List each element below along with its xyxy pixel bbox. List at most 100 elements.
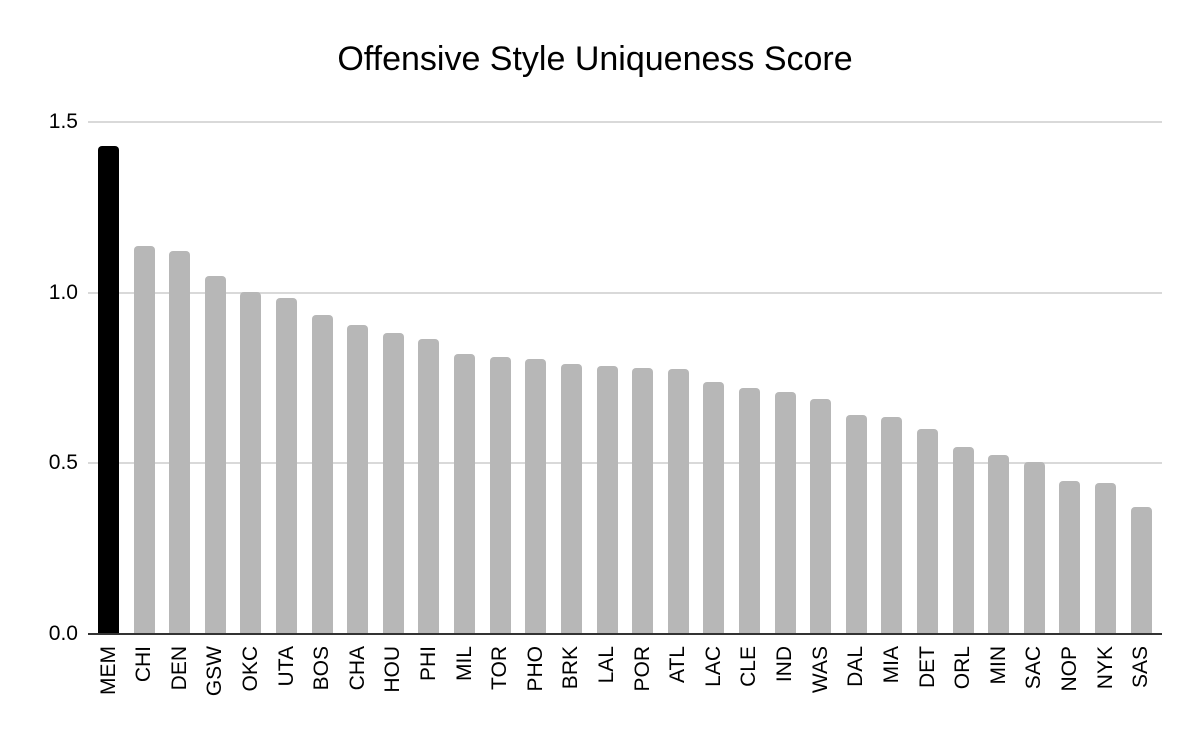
x-tick-slot-ind: IND bbox=[773, 646, 797, 683]
x-tick-slot-chi: CHI bbox=[132, 646, 156, 683]
x-tick-label-nop: NOP bbox=[1057, 646, 1081, 692]
x-tick-label-cha: CHA bbox=[345, 646, 369, 691]
bar-okc bbox=[240, 291, 262, 634]
x-tick-slot-pho: PHO bbox=[523, 646, 547, 692]
y-axis-labels: 0.0 0.5 1.0 1.5 bbox=[0, 110, 78, 645]
x-tick-slot-mil: MIL bbox=[452, 646, 476, 682]
x-tick-slot-atl: ATL bbox=[666, 646, 690, 683]
x-tick-slot-lac: LAC bbox=[701, 646, 725, 687]
x-tick-label-mem: MEM bbox=[96, 646, 120, 695]
x-tick-label-pho: PHO bbox=[523, 646, 547, 692]
x-tick-label-orl: ORL bbox=[951, 646, 975, 690]
x-tick-label-bos: BOS bbox=[310, 646, 334, 691]
x-tick-slot-cha: CHA bbox=[345, 646, 369, 691]
x-tick-slot-mia: MIA bbox=[879, 646, 903, 684]
x-tick-label-ind: IND bbox=[773, 646, 797, 683]
bar-mil bbox=[454, 354, 476, 634]
bar-min bbox=[988, 455, 1010, 634]
bar-phi bbox=[418, 338, 440, 634]
bar-was bbox=[810, 399, 832, 634]
bar-nyk bbox=[1095, 482, 1117, 634]
bar-mia bbox=[881, 416, 903, 634]
x-tick-label-was: WAS bbox=[808, 646, 832, 694]
x-tick-slot-lal: LAL bbox=[595, 646, 619, 684]
x-tick-label-tor: TOR bbox=[488, 646, 512, 690]
plot-area bbox=[88, 121, 1162, 635]
x-tick-label-chi: CHI bbox=[132, 646, 156, 683]
x-tick-label-sac: SAC bbox=[1022, 646, 1046, 690]
bar-det bbox=[917, 428, 939, 634]
x-tick-label-gsw: GSW bbox=[203, 646, 227, 697]
x-tick-label-sas: SAS bbox=[1129, 646, 1153, 689]
x-tick-label-phi: PHI bbox=[416, 646, 440, 682]
x-tick-slot-sac: SAC bbox=[1022, 646, 1046, 690]
gridline-1.0 bbox=[88, 291, 1162, 294]
x-tick-slot-hou: HOU bbox=[381, 646, 405, 693]
x-tick-slot-brk: BRK bbox=[559, 646, 583, 690]
bar-por bbox=[632, 368, 654, 634]
bar-atl bbox=[667, 369, 689, 634]
gridline-1.5 bbox=[88, 121, 1162, 123]
bar-lal bbox=[596, 366, 618, 634]
x-tick-label-uta: UTA bbox=[274, 646, 298, 687]
x-tick-label-min: MIN bbox=[986, 646, 1010, 685]
x-tick-slot-det: DET bbox=[915, 646, 939, 688]
x-tick-label-lac: LAC bbox=[701, 646, 725, 687]
bar-orl bbox=[952, 446, 974, 634]
x-tick-label-cle: CLE bbox=[737, 646, 761, 687]
bar-ind bbox=[774, 392, 796, 634]
x-tick-slot-orl: ORL bbox=[951, 646, 975, 690]
x-tick-label-dal: DAL bbox=[844, 646, 868, 687]
x-tick-slot-cle: CLE bbox=[737, 646, 761, 687]
bar-cle bbox=[738, 387, 760, 634]
x-tick-label-okc: OKC bbox=[238, 646, 262, 692]
bar-lac bbox=[703, 382, 725, 634]
bar-brk bbox=[560, 364, 582, 634]
x-tick-label-den: DEN bbox=[167, 646, 191, 691]
bar-pho bbox=[525, 359, 547, 634]
x-tick-label-det: DET bbox=[915, 646, 939, 688]
bar-gsw bbox=[204, 275, 226, 634]
x-tick-slot-mem: MEM bbox=[96, 646, 120, 695]
x-tick-slot-por: POR bbox=[630, 646, 654, 692]
x-tick-slot-dal: DAL bbox=[844, 646, 868, 687]
x-tick-slot-was: WAS bbox=[808, 646, 832, 694]
x-tick-slot-den: DEN bbox=[167, 646, 191, 691]
bar-nop bbox=[1059, 481, 1081, 634]
x-tick-slot-tor: TOR bbox=[488, 646, 512, 690]
bar-sac bbox=[1023, 462, 1045, 634]
bar-cha bbox=[347, 324, 369, 634]
y-tick-label-0.5: 0.5 bbox=[48, 451, 78, 475]
bar-den bbox=[169, 251, 191, 634]
x-tick-label-por: POR bbox=[630, 646, 654, 692]
x-tick-slot-uta: UTA bbox=[274, 646, 298, 687]
bars-container bbox=[88, 122, 1162, 634]
bar-tor bbox=[489, 356, 511, 634]
x-tick-slot-nyk: NYK bbox=[1093, 646, 1117, 690]
x-tick-label-atl: ATL bbox=[666, 646, 690, 683]
y-tick-label-1.0: 1.0 bbox=[48, 280, 78, 304]
bar-hou bbox=[382, 332, 404, 634]
chart-title: Offensive Style Uniqueness Score bbox=[337, 40, 853, 78]
x-tick-label-mil: MIL bbox=[452, 646, 476, 682]
x-tick-slot-nop: NOP bbox=[1057, 646, 1081, 692]
gridline-0.5 bbox=[88, 462, 1162, 465]
x-axis-labels: MEM CHI DEN GSW OKC UTA BOS CHA HOU PHI MIL TOR PHO B… bbox=[88, 646, 1162, 696]
x-tick-label-lal: LAL bbox=[595, 646, 619, 684]
x-tick-slot-gsw: GSW bbox=[203, 646, 227, 697]
bar-chi bbox=[133, 245, 155, 634]
bar-dal bbox=[845, 414, 867, 634]
x-tick-label-brk: BRK bbox=[559, 646, 583, 690]
x-tick-slot-okc: OKC bbox=[238, 646, 262, 692]
bar-bos bbox=[311, 314, 333, 634]
x-tick-slot-min: MIN bbox=[986, 646, 1010, 685]
bar-sas bbox=[1130, 507, 1152, 634]
x-tick-label-hou: HOU bbox=[381, 646, 405, 693]
x-tick-label-mia: MIA bbox=[879, 646, 903, 684]
y-tick-label-0.0: 0.0 bbox=[48, 622, 78, 645]
x-tick-label-nyk: NYK bbox=[1093, 646, 1117, 690]
x-axis-line bbox=[88, 632, 1162, 635]
x-tick-slot-phi: PHI bbox=[416, 646, 440, 682]
x-tick-slot-sas: SAS bbox=[1129, 646, 1153, 689]
